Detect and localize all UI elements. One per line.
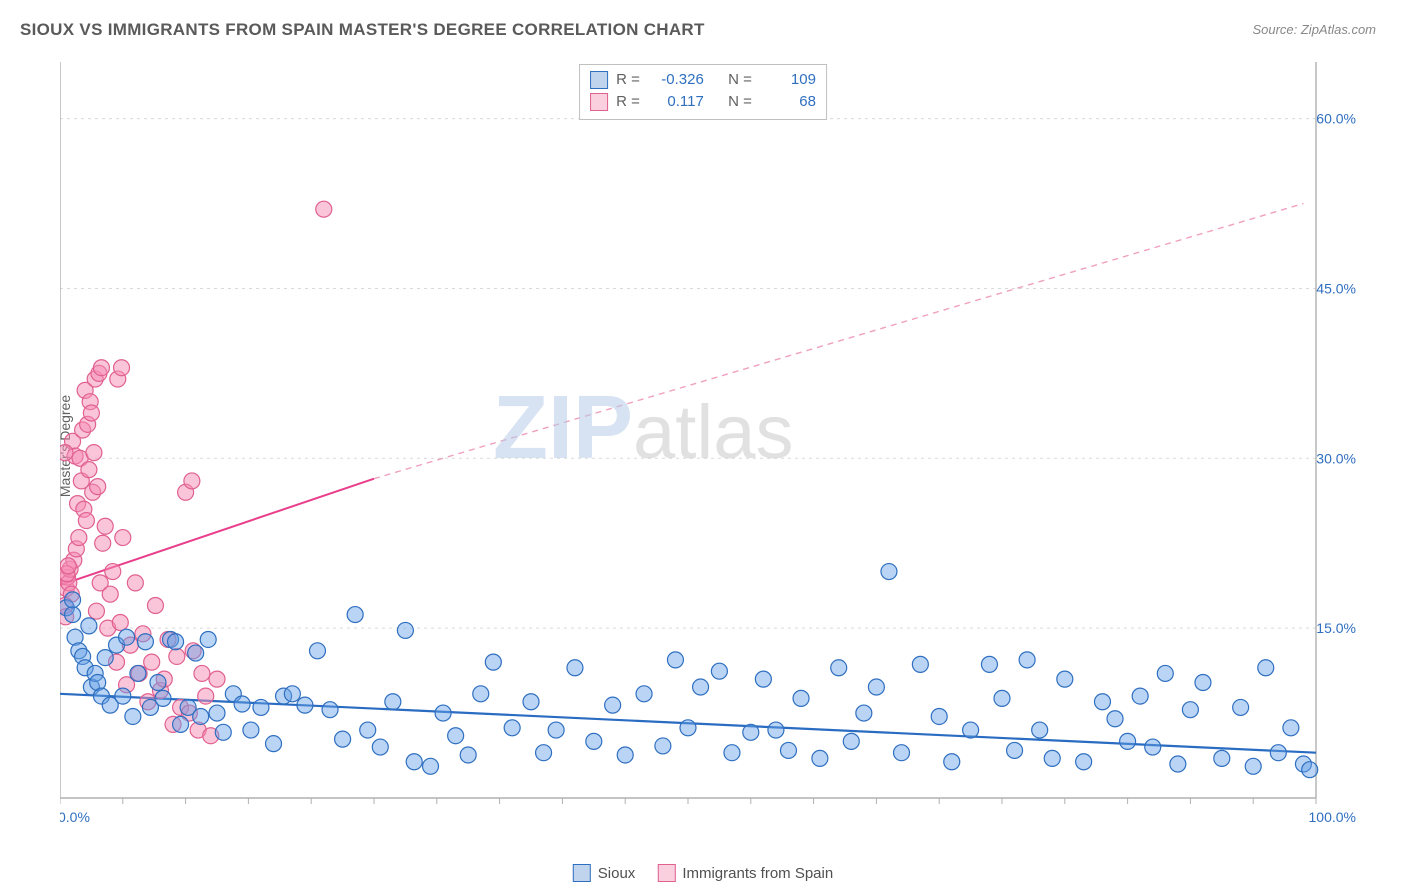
legend-N-label: N = [728,69,752,91]
svg-text:15.0%: 15.0% [1316,620,1356,636]
legend-pink-label: Immigrants from Spain [682,865,833,882]
chart-area: 15.0% 30.0% 45.0% 60.0% 0.0% 100.0% [60,62,1360,832]
legend-blue-R: -0.326 [648,69,704,91]
svg-text:60.0%: 60.0% [1316,111,1356,127]
legend-N-label: N = [728,91,752,113]
legend-item-pink: Immigrants from Spain [657,864,833,882]
svg-text:30.0%: 30.0% [1316,450,1356,466]
svg-text:45.0%: 45.0% [1316,280,1356,296]
legend-pink-N: 68 [760,91,816,113]
legend-blue-N: 109 [760,69,816,91]
legend-R-label: R = [616,91,640,113]
source-attribution: Source: ZipAtlas.com [1252,22,1376,37]
legend-R-label: R = [616,69,640,91]
series-legend: Sioux Immigrants from Spain [573,864,833,882]
swatch-pink [657,864,675,882]
swatch-blue [590,71,608,89]
correlation-legend: R = -0.326 N = 109 R = 0.117 N = 68 [579,64,827,120]
legend-item-blue: Sioux [573,864,636,882]
svg-text:0.0%: 0.0% [60,809,90,825]
scatter-plot: 15.0% 30.0% 45.0% 60.0% 0.0% 100.0% [60,62,1360,832]
svg-text:100.0%: 100.0% [1309,809,1356,825]
legend-row-blue: R = -0.326 N = 109 [590,69,816,91]
legend-row-pink: R = 0.117 N = 68 [590,91,816,113]
swatch-blue [573,864,591,882]
legend-pink-R: 0.117 [648,91,704,113]
chart-title: SIOUX VS IMMIGRANTS FROM SPAIN MASTER'S … [20,20,705,40]
swatch-pink [590,93,608,111]
legend-blue-label: Sioux [598,865,636,882]
